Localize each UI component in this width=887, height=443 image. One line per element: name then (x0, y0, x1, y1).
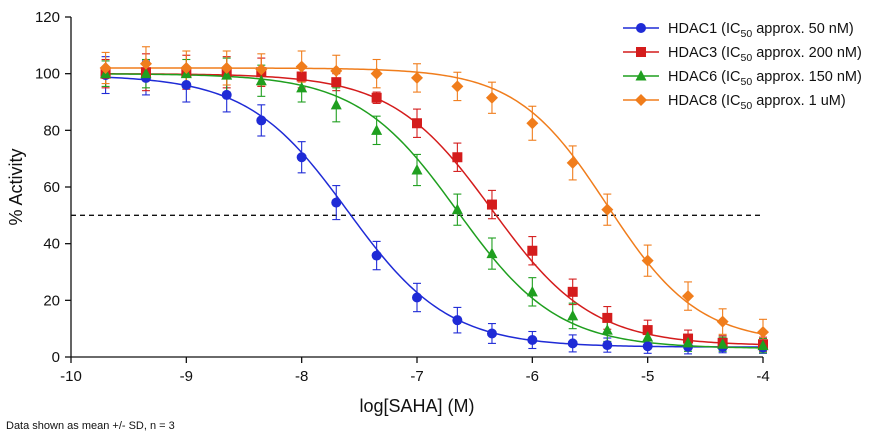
x-tick-label: -9 (180, 368, 193, 385)
hdac-series-1-legend-marker (636, 23, 646, 33)
hdac-series-1-data-point (642, 341, 653, 352)
hdac-series-3-data-point (451, 203, 463, 215)
hdac-series-1-data-point (602, 340, 613, 351)
y-tick-label: 0 (52, 349, 60, 366)
hdac-series-1-data-point (486, 328, 497, 339)
hdac-series-1-data-point (371, 250, 382, 261)
hdac-series-3-data-point (255, 74, 267, 86)
hdac-series-2-data-point (567, 286, 578, 297)
y-tick-label: 80 (43, 122, 60, 139)
hdac-series-4-data-point (757, 326, 769, 339)
hdac-series-4-data-point (485, 91, 498, 104)
hdac-series-3-data-point (411, 164, 423, 175)
footnote: Data shown as mean +/- SD, n = 3 (6, 420, 175, 432)
hdac-series-3-data-point (717, 338, 729, 349)
x-tick-label: -10 (60, 368, 82, 385)
hdac-series-2-legend-marker (636, 47, 646, 57)
axes-layer: log[SAHA] (M) % Activity -10 -9 -8 -7 -6 -5 -4… (6, 9, 770, 416)
hdac-series-2-data-point (371, 92, 382, 103)
hdac-series-1-data-point (256, 115, 267, 126)
hdac-series-1-data-point (412, 292, 422, 303)
hdac-series-2-data-point (296, 71, 307, 82)
hdac-series-4-data-point (180, 62, 193, 74)
y-tick-label: 60 (43, 179, 60, 196)
hdac-series-3-data-point (567, 309, 579, 321)
hdac-series-4-data-point (641, 254, 654, 267)
hdac-series-3-data-point (140, 67, 152, 79)
hdac-series-3-data-point (330, 98, 342, 110)
hdac-series-4-data-point (255, 63, 268, 76)
hdac-series-4-data-point (295, 60, 308, 73)
hdac-series-1-fit-curve (105, 76, 764, 348)
hdac-series-4-data-point (601, 203, 614, 216)
hdac-series-1-data-point (567, 338, 578, 349)
hdac-series-4-data-point (370, 67, 383, 80)
hdac-series-3-data-point (296, 81, 308, 93)
y-tick-label: 100 (35, 66, 60, 83)
hdac-series-2-data-point (527, 245, 538, 256)
hdac-series-2-data-point (486, 199, 497, 210)
y-axis-title: % Activity (6, 148, 26, 225)
hdac-series-4-data-point (716, 315, 729, 328)
hdac-series-3-data-point (371, 124, 383, 135)
x-tick-label: -7 (410, 368, 423, 385)
x-tick-label: -5 (641, 368, 654, 385)
hdac-series-4-data-point (566, 156, 579, 169)
hdac-series-1-data-point (181, 80, 192, 90)
hdac-series-1-data-point (452, 315, 463, 326)
hdac-series-3-data-point (757, 339, 769, 351)
hdac-series-3-data-point (682, 336, 694, 348)
hdac-series-3-data-point (642, 331, 654, 342)
hdac-series-4-data-point (139, 57, 152, 70)
hdac-series-3-fit-curve (105, 73, 764, 349)
hdac-series-4-data-point (99, 62, 112, 74)
legend: HDAC1 (IC50 approx. 50 nM) HDAC3 (IC50 ap… (623, 21, 862, 112)
hdac-series-3-data-point (526, 285, 538, 297)
hdac-series-1-data-point (527, 335, 538, 345)
hdac-series-4-data-point (411, 71, 423, 84)
hdac-series-1-data-point (296, 152, 307, 163)
x-axis-title: log[SAHA] (M) (359, 396, 474, 416)
hdac-series-1-legend-label: HDAC1 (IC50 approx. 50 nM) (668, 21, 854, 40)
hdac-series-2-data-point (642, 325, 653, 336)
hdac-series-3-legend-label: HDAC6 (IC50 approx. 150 nM) (668, 69, 862, 88)
hdac-series-2-legend-label: HDAC3 (IC50 approx. 200 nM) (668, 45, 862, 64)
y-tick-label: 20 (43, 292, 60, 309)
hdac-series-2-data-point (452, 152, 463, 163)
hdac-series-4-data-point (526, 117, 539, 130)
x-tick-label: -8 (295, 368, 308, 385)
hdac-series-4-data-point (682, 290, 695, 303)
hdac-series-2-data-point (602, 312, 613, 323)
hdac-series-3-data-point (486, 247, 498, 259)
x-tick-label: -4 (756, 368, 769, 385)
hdac-series-4-legend-marker (635, 94, 647, 106)
x-tick-label: -6 (526, 368, 539, 385)
y-tick-label: 120 (35, 9, 60, 26)
hdac-series-3-data-point (221, 69, 233, 80)
hdac-series-4-legend-label: HDAC8 (IC50 approx. 1 uM) (668, 93, 846, 112)
hdac-series-3-legend-marker (635, 70, 647, 81)
hdac-series-1-data-point (331, 197, 342, 208)
hdac-series-4-data-point (451, 80, 464, 93)
hdac-series-3-data-point (601, 324, 613, 335)
data-point-layer (99, 57, 769, 353)
hdac-series-4-data-point (330, 64, 343, 77)
hdac-series-4-fit-curve (105, 67, 764, 335)
hdac-series-2-fit-curve (105, 73, 764, 346)
y-tick-label: 40 (43, 236, 60, 253)
fit-curve-layer (105, 67, 764, 349)
hdac-series-1-data-point (221, 89, 232, 100)
hdac-series-2-data-point (331, 77, 342, 88)
hdac-series-2-data-point (412, 118, 422, 129)
hdac-series-4-data-point (220, 62, 233, 74)
